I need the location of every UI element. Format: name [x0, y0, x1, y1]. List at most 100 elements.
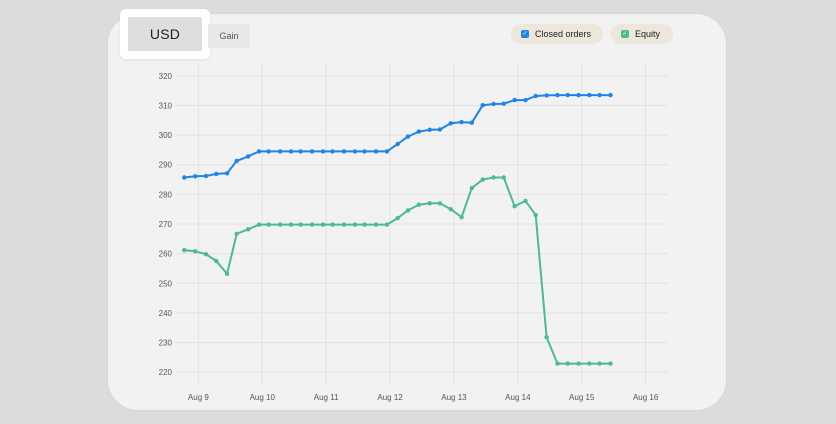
data-point: [193, 249, 198, 254]
data-point: [469, 120, 474, 125]
y-tick-label: 240: [159, 309, 173, 318]
data-point: [278, 222, 283, 227]
data-point: [256, 149, 262, 154]
data-point: [320, 149, 326, 154]
data-point: [555, 92, 560, 98]
series-points: [182, 92, 613, 366]
data-point: [203, 173, 209, 179]
data-point: [266, 222, 271, 227]
legend-closed-orders[interactable]: ✓ Closed orders: [511, 24, 603, 44]
data-point: [533, 212, 538, 218]
data-point: [234, 231, 239, 236]
data-point: [437, 127, 443, 132]
y-tick-label: 310: [159, 101, 173, 110]
x-tick-label: Aug 10: [250, 393, 276, 402]
data-point: [469, 185, 474, 191]
data-point: [512, 204, 517, 209]
data-point: [512, 97, 517, 103]
chart-card: [108, 14, 726, 410]
data-point: [320, 222, 326, 227]
data-point: [214, 171, 219, 177]
y-tick-label: 300: [159, 131, 173, 140]
data-point: [341, 222, 347, 227]
data-point: [352, 222, 358, 227]
y-axis: 220 230 240 250 260 270 280 290 300 310 320: [159, 72, 173, 377]
tab-usd[interactable]: USD: [120, 9, 210, 59]
data-point: [544, 335, 549, 340]
data-point: [448, 207, 453, 212]
data-point: [193, 174, 198, 179]
data-point: [480, 103, 485, 108]
data-point: [480, 177, 485, 182]
data-point: [395, 215, 400, 221]
data-point: [224, 271, 230, 276]
y-tick-label: 250: [159, 279, 173, 288]
data-point: [597, 361, 602, 366]
x-tick-label: Aug 15: [569, 393, 595, 402]
data-point: [608, 361, 613, 366]
data-point: [565, 92, 570, 98]
legend-equity-label: Equity: [635, 29, 661, 39]
x-tick-label: Aug 9: [188, 393, 209, 402]
y-tick-label: 270: [159, 220, 173, 229]
data-point: [448, 121, 453, 126]
data-point: [395, 141, 400, 147]
data-point: [203, 252, 209, 257]
data-point: [298, 222, 303, 227]
data-point: [491, 101, 496, 107]
data-point: [587, 92, 592, 98]
data-point: [288, 149, 294, 154]
checkbox-icon: ✓: [521, 30, 529, 38]
data-point: [234, 158, 239, 164]
data-point: [597, 92, 602, 98]
legend-equity[interactable]: ✓ Equity: [611, 24, 673, 44]
data-point: [576, 361, 581, 366]
data-point: [352, 149, 358, 154]
x-tick-label: Aug 14: [505, 393, 531, 402]
data-point: [224, 171, 230, 176]
grid-lines: [176, 64, 668, 384]
data-point: [182, 247, 187, 253]
data-point: [330, 149, 335, 154]
data-point: [384, 149, 390, 154]
y-tick-label: 280: [159, 190, 173, 199]
data-point: [214, 258, 219, 264]
data-point: [416, 202, 421, 207]
data-point: [576, 92, 581, 98]
tab-gain[interactable]: Gain: [208, 24, 250, 48]
data-point: [544, 93, 549, 98]
legend-closed-orders-label: Closed orders: [535, 29, 592, 39]
data-point: [256, 222, 262, 227]
data-point: [298, 149, 303, 154]
data-point: [246, 227, 251, 232]
data-point: [491, 175, 496, 180]
data-point: [182, 175, 187, 180]
tab-usd-label: USD: [128, 17, 202, 51]
data-point: [427, 127, 432, 132]
data-point: [565, 361, 570, 366]
data-point: [373, 222, 379, 227]
data-point: [459, 119, 464, 125]
x-tick-label: Aug 11: [314, 393, 339, 402]
data-point: [608, 92, 613, 98]
data-point: [330, 222, 335, 227]
data-point: [288, 222, 294, 227]
data-point: [501, 175, 506, 180]
data-point: [278, 149, 283, 154]
x-axis: Aug 9 Aug 10 Aug 11 Aug 12 Aug 13 Aug 14 Aug 1…: [188, 393, 659, 402]
data-point: [362, 149, 367, 154]
data-point: [501, 101, 506, 106]
y-tick-label: 220: [159, 368, 173, 377]
data-point: [362, 222, 367, 227]
data-point: [341, 149, 347, 154]
y-tick-label: 260: [159, 250, 173, 259]
data-point: [309, 149, 315, 154]
y-tick-label: 290: [159, 161, 173, 170]
x-tick-label: Aug 16: [633, 393, 659, 402]
data-point: [384, 222, 390, 227]
data-point: [246, 154, 251, 159]
data-point: [437, 201, 443, 206]
y-tick-label: 230: [159, 339, 173, 348]
x-tick-label: Aug 13: [441, 393, 467, 402]
